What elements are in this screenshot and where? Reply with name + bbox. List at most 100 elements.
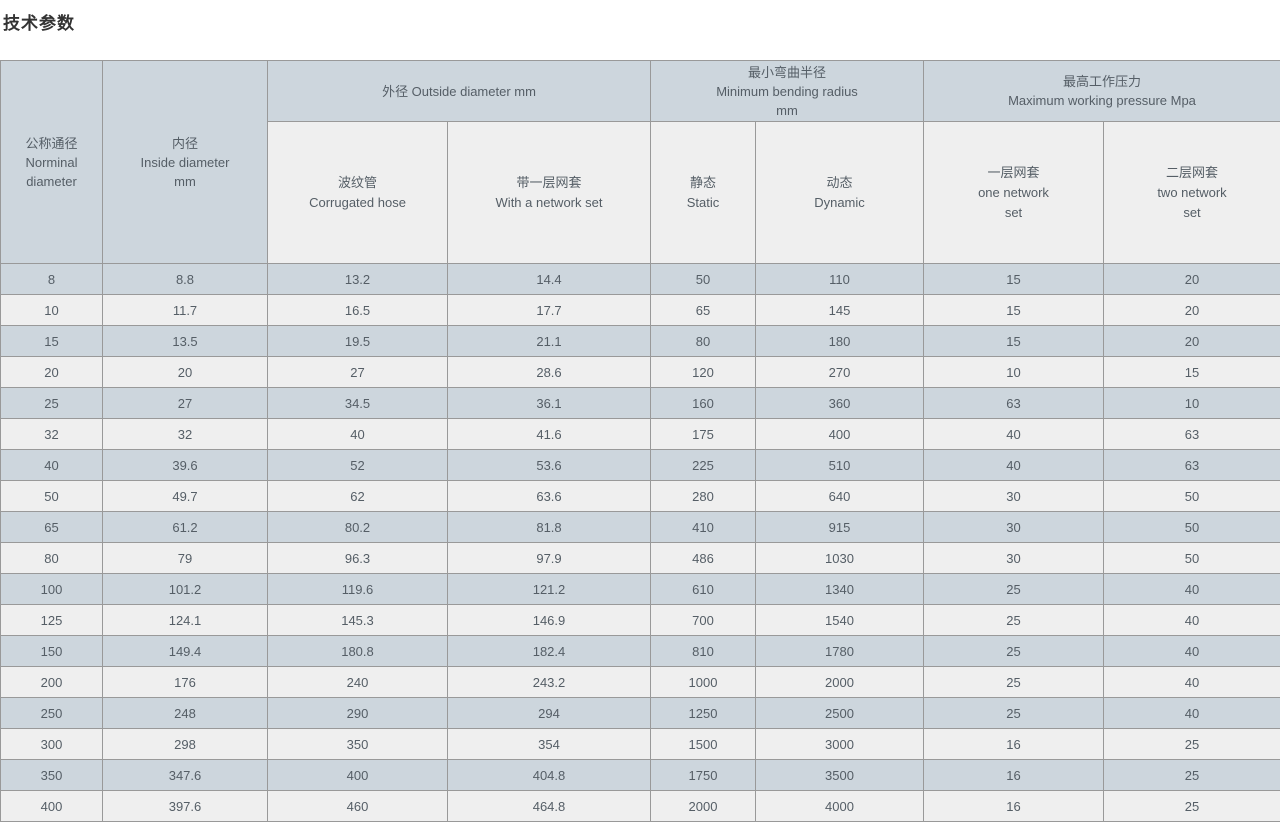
table-cell: 180 — [756, 326, 924, 357]
table-cell: 96.3 — [268, 543, 448, 574]
table-cell: 2000 — [651, 791, 756, 822]
column-group-minimum-bending-radius: 最小弯曲半径 Minimum bending radius mm — [651, 61, 924, 122]
table-cell: 53.6 — [448, 450, 651, 481]
table-cell: 2500 — [756, 698, 924, 729]
table-cell: 248 — [103, 698, 268, 729]
table-cell: 25 — [924, 636, 1104, 667]
table-cell: 30 — [924, 512, 1104, 543]
table-cell: 225 — [651, 450, 756, 481]
table-cell: 25 — [1104, 760, 1280, 791]
table-cell: 8.8 — [103, 264, 268, 295]
table-cell: 30 — [924, 481, 1104, 512]
column-header-nominal-diameter: 公称通径 Norminal diameter — [1, 61, 103, 264]
table-cell: 50 — [1104, 543, 1280, 574]
table-cell: 2000 — [756, 667, 924, 698]
table-cell: 298 — [103, 729, 268, 760]
table-cell: 3500 — [756, 760, 924, 791]
column-header-inside-diameter: 内径 Inside diameter mm — [103, 61, 268, 264]
page-title: 技术参数 — [3, 9, 1280, 34]
table-cell: 15 — [924, 295, 1104, 326]
table-cell: 200 — [1, 667, 103, 698]
table-cell: 13.2 — [268, 264, 448, 295]
header-group-row: 公称通径 Norminal diameter 内径 Inside diamete… — [1, 61, 1280, 122]
table-cell: 25 — [1, 388, 103, 419]
column-group-maximum-working-pressure: 最高工作压力 Maximum working pressure Mpa — [924, 61, 1280, 122]
table-cell: 119.6 — [268, 574, 448, 605]
table-cell: 21.1 — [448, 326, 651, 357]
table-cell: 240 — [268, 667, 448, 698]
table-cell: 40 — [1104, 605, 1280, 636]
table-cell: 63 — [1104, 419, 1280, 450]
table-cell: 20 — [1, 357, 103, 388]
table-cell: 65 — [1, 512, 103, 543]
table-cell: 4000 — [756, 791, 924, 822]
table-cell: 404.8 — [448, 760, 651, 791]
table-cell: 510 — [756, 450, 924, 481]
table-cell: 145 — [756, 295, 924, 326]
table-cell: 40 — [1104, 636, 1280, 667]
table-cell: 40 — [1104, 698, 1280, 729]
table-cell: 25 — [924, 698, 1104, 729]
table-cell: 460 — [268, 791, 448, 822]
column-header-corrugated-hose: 波纹管 Corrugated hose — [268, 122, 448, 264]
table-cell: 10 — [924, 357, 1104, 388]
table-cell: 61.2 — [103, 512, 268, 543]
table-cell: 15 — [924, 264, 1104, 295]
column-header-one-network-set: 一层网套 one network set — [924, 122, 1104, 264]
table-cell: 63.6 — [448, 481, 651, 512]
table-cell: 290 — [268, 698, 448, 729]
table-cell: 360 — [756, 388, 924, 419]
table-cell: 610 — [651, 574, 756, 605]
table-cell: 350 — [1, 760, 103, 791]
table-cell: 280 — [651, 481, 756, 512]
table-cell: 110 — [756, 264, 924, 295]
table-cell: 294 — [448, 698, 651, 729]
table-cell: 16 — [924, 791, 1104, 822]
table-cell: 176 — [103, 667, 268, 698]
table-cell: 25 — [1104, 791, 1280, 822]
table-cell: 300 — [1, 729, 103, 760]
column-group-outside-diameter: 外径 Outside diameter mm — [268, 61, 651, 122]
table-cell: 354 — [448, 729, 651, 760]
table-cell: 1750 — [651, 760, 756, 791]
table-cell: 30 — [924, 543, 1104, 574]
column-header-dynamic: 动态 Dynamic — [756, 122, 924, 264]
table-cell: 25 — [924, 605, 1104, 636]
table-cell: 79 — [103, 543, 268, 574]
table-cell: 41.6 — [448, 419, 651, 450]
table-cell: 1000 — [651, 667, 756, 698]
table-cell: 486 — [651, 543, 756, 574]
table-header: 公称通径 Norminal diameter 内径 Inside diamete… — [1, 61, 1280, 264]
table-cell: 16 — [924, 729, 1104, 760]
table-cell: 810 — [651, 636, 756, 667]
table-cell: 40 — [268, 419, 448, 450]
table-cell: 121.2 — [448, 574, 651, 605]
table-cell: 100 — [1, 574, 103, 605]
table-cell: 15 — [924, 326, 1104, 357]
table-cell: 350 — [268, 729, 448, 760]
table-cell: 62 — [268, 481, 448, 512]
table-cell: 400 — [268, 760, 448, 791]
table-cell: 180.8 — [268, 636, 448, 667]
table-cell: 145.3 — [268, 605, 448, 636]
table-cell: 52 — [268, 450, 448, 481]
table-cell: 175 — [651, 419, 756, 450]
table-cell: 39.6 — [103, 450, 268, 481]
table-cell: 10 — [1, 295, 103, 326]
table-cell: 20 — [1104, 295, 1280, 326]
table-cell: 150 — [1, 636, 103, 667]
table-cell: 1250 — [651, 698, 756, 729]
table-cell: 20 — [1104, 326, 1280, 357]
table-cell: 50 — [1, 481, 103, 512]
